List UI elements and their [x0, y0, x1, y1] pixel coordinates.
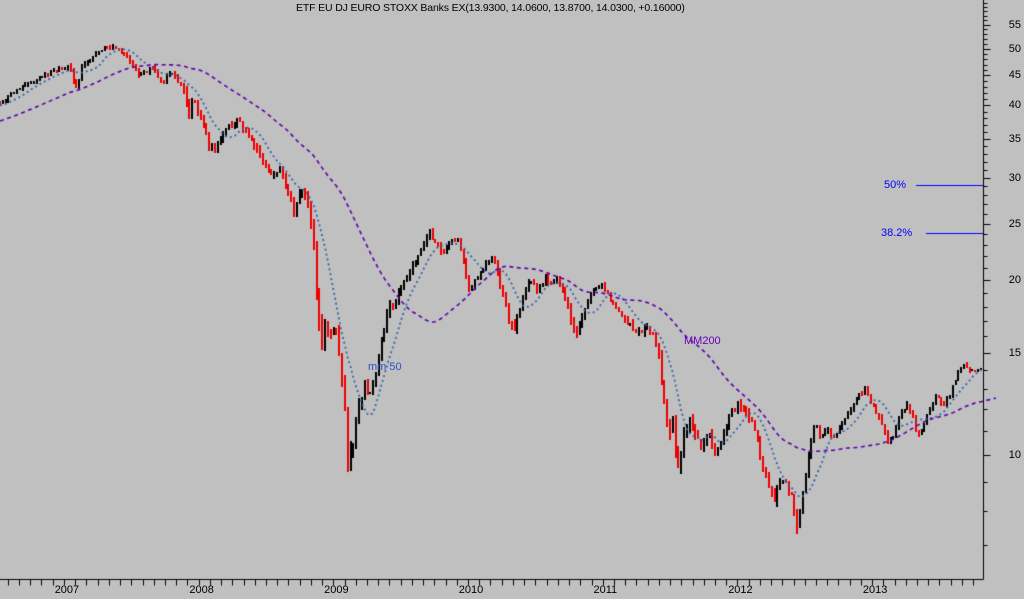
y-axis-label: 10: [1008, 449, 1021, 461]
x-axis-year-label: 2009: [324, 584, 349, 596]
y-axis-label: 25: [1008, 217, 1021, 230]
y-axis-label: 35: [1008, 132, 1021, 145]
x-axis-year-label: 2013: [862, 584, 888, 596]
x-axis-year-label: 2007: [54, 584, 80, 596]
fib-label-382: 38.2%: [881, 226, 913, 239]
x-axis-year-label: 2010: [458, 584, 484, 596]
y-axis-label: 40: [1008, 99, 1021, 112]
y-axis-label: 20: [1008, 274, 1021, 287]
x-axis-year-label: 2008: [189, 584, 214, 596]
y-axis-label: 30: [1008, 171, 1021, 184]
x-axis-year-label: 2012: [728, 584, 753, 596]
y-axis-label: 45: [1008, 69, 1021, 82]
y-axis-label: 55: [1008, 18, 1021, 31]
chart-title: ETF EU DJ EURO STOXX Banks EX(13.9300, 1…: [296, 2, 685, 14]
y-axis-label: 50: [1008, 42, 1021, 55]
ma200-label: MM200: [684, 335, 721, 347]
y-axis-label: 15: [1008, 346, 1021, 359]
ma50-label: mm 50: [368, 361, 402, 373]
x-axis-year-label: 2011: [593, 584, 618, 596]
fib-label-50: 50%: [884, 178, 907, 191]
